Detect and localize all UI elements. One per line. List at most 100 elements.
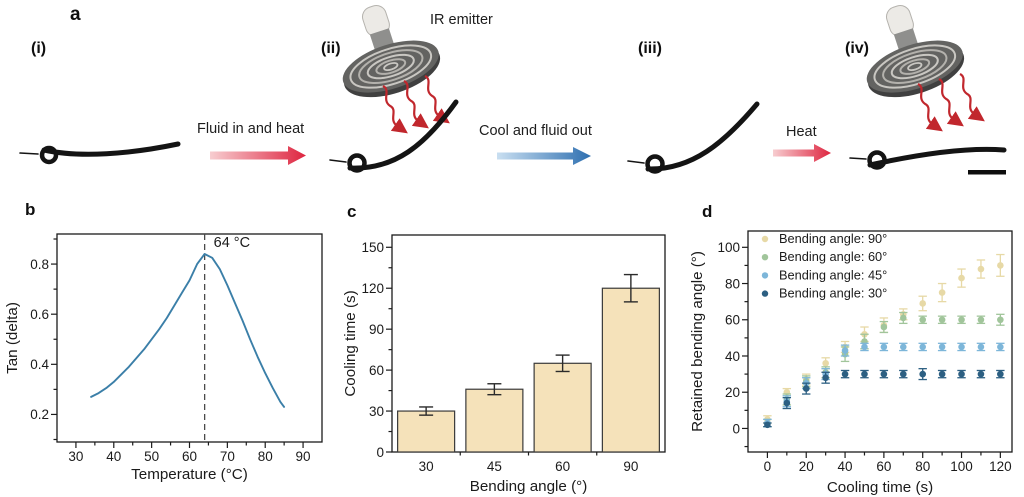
panel-d-label: d: [702, 202, 713, 221]
svg-text:0.8: 0.8: [30, 257, 49, 272]
heat-arrow: [773, 144, 831, 162]
svg-text:90: 90: [623, 459, 638, 474]
svg-text:40: 40: [106, 449, 121, 464]
plot-frame: [747, 230, 1013, 453]
step-ii-label: (ii): [321, 40, 341, 57]
data-point: [764, 421, 771, 429]
svg-text:0: 0: [376, 445, 384, 460]
legend-entry: Bending angle: 90°: [779, 231, 887, 246]
heat-label: Heat: [786, 124, 817, 140]
step-i-label: (i): [31, 40, 47, 57]
svg-text:0: 0: [732, 421, 740, 436]
cool-fluid-out-arrow: [497, 147, 591, 165]
x-axis-label: Bending angle (°): [470, 478, 588, 495]
ir-emitter-label: IR emitter: [430, 12, 493, 28]
data-point: [841, 370, 849, 378]
svg-text:60: 60: [876, 459, 891, 474]
data-point: [802, 385, 810, 392]
legend-marker: [761, 235, 769, 243]
svg-text:0.6: 0.6: [30, 307, 49, 322]
scatter-series: [763, 368, 1005, 429]
svg-text:0.4: 0.4: [30, 357, 49, 372]
legend-entry: Bending angle: 45°: [779, 267, 887, 282]
panel-a-label: a: [70, 4, 81, 25]
step-iii-label: (iii): [638, 40, 662, 57]
data-point: [958, 370, 965, 378]
svg-text:0.2: 0.2: [30, 407, 49, 422]
panel-a-illustration: [19, 0, 1007, 175]
plot-frame: [56, 233, 323, 443]
svg-text:30: 30: [68, 449, 83, 464]
data-point: [822, 374, 829, 382]
x-axis-label: Cooling time (s): [827, 479, 933, 496]
scale-bar: [968, 170, 1006, 175]
svg-text:30: 30: [369, 404, 384, 419]
panel-c-chart-cooling-time: 0 30 60 90 120 150 30 45 60 90 Bending angle (°) Co…: [342, 234, 666, 495]
data-point: [880, 370, 888, 378]
legend: Bending angle: 90° Bending angle: 60° Bend…: [761, 231, 887, 301]
panel-b-label: b: [25, 200, 36, 219]
bar: [533, 362, 592, 453]
data-point: [977, 316, 985, 324]
svg-text:100: 100: [717, 240, 740, 255]
svg-text:80: 80: [915, 459, 930, 474]
data-point: [997, 343, 1004, 351]
svg-text:40: 40: [838, 459, 853, 474]
svg-text:50: 50: [144, 449, 159, 464]
svg-text:120: 120: [989, 459, 1012, 474]
legend-entry: Bending angle: 60°: [779, 249, 887, 264]
bar: [397, 410, 456, 453]
panel-b-chart-tan-delta: 30 40 50 60 70 80 90 0.2 0.4 0.6 0.8 Temperature (°…: [4, 233, 323, 483]
bar: [601, 287, 660, 453]
data-point: [938, 289, 946, 296]
svg-text:120: 120: [361, 281, 384, 296]
svg-text:60: 60: [369, 363, 384, 378]
peak-annotation: 64 °C: [214, 235, 250, 251]
data-point: [938, 370, 946, 378]
data-point: [977, 343, 985, 351]
legend-marker: [761, 254, 769, 261]
svg-text:40: 40: [725, 349, 740, 364]
cool-fluid-out-label: Cool and fluid out: [479, 123, 592, 139]
actuator-flat-iv: [849, 146, 1007, 170]
svg-text:20: 20: [799, 459, 814, 474]
svg-text:90: 90: [296, 449, 311, 464]
data-point: [861, 343, 868, 351]
svg-text:80: 80: [725, 276, 740, 291]
svg-text:30: 30: [419, 459, 434, 474]
data-point: [977, 370, 985, 378]
svg-text:45: 45: [487, 459, 502, 474]
bar-series: [397, 273, 660, 453]
data-point: [880, 323, 888, 331]
tan-delta-curve: [90, 253, 286, 408]
data-point: [938, 343, 946, 351]
data-point: [899, 314, 907, 322]
y-axis-label: Cooling time (s): [342, 290, 359, 396]
fluid-in-heat-label: Fluid in and heat: [197, 121, 305, 137]
data-point: [822, 359, 829, 367]
data-point: [899, 370, 907, 378]
data-point: [880, 343, 888, 351]
scatter-series: [763, 342, 1005, 428]
data-point: [958, 343, 965, 351]
data-point: [919, 343, 927, 351]
svg-text:100: 100: [950, 459, 973, 474]
data-point: [919, 316, 927, 324]
svg-text:90: 90: [369, 322, 384, 337]
y-axis-label: Retained bending angle (°): [689, 251, 706, 432]
legend-marker: [761, 272, 769, 279]
svg-text:60: 60: [182, 449, 197, 464]
panel-d-chart-retained-angle: 0 20 40 60 80 100 120 0 20 40 60 80 100 Cooling time …: [689, 230, 1013, 496]
svg-text:20: 20: [725, 385, 740, 400]
data-point: [977, 265, 985, 273]
svg-text:80: 80: [258, 449, 273, 464]
data-point: [899, 343, 907, 351]
legend-entry: Bending angle: 30°: [779, 286, 887, 301]
step-iv-label: (iv): [845, 40, 869, 57]
data-point: [783, 399, 791, 407]
svg-text:70: 70: [220, 449, 235, 464]
data-point: [919, 300, 927, 307]
y-axis-label: Tan (delta): [4, 302, 21, 374]
svg-text:0: 0: [764, 459, 772, 474]
